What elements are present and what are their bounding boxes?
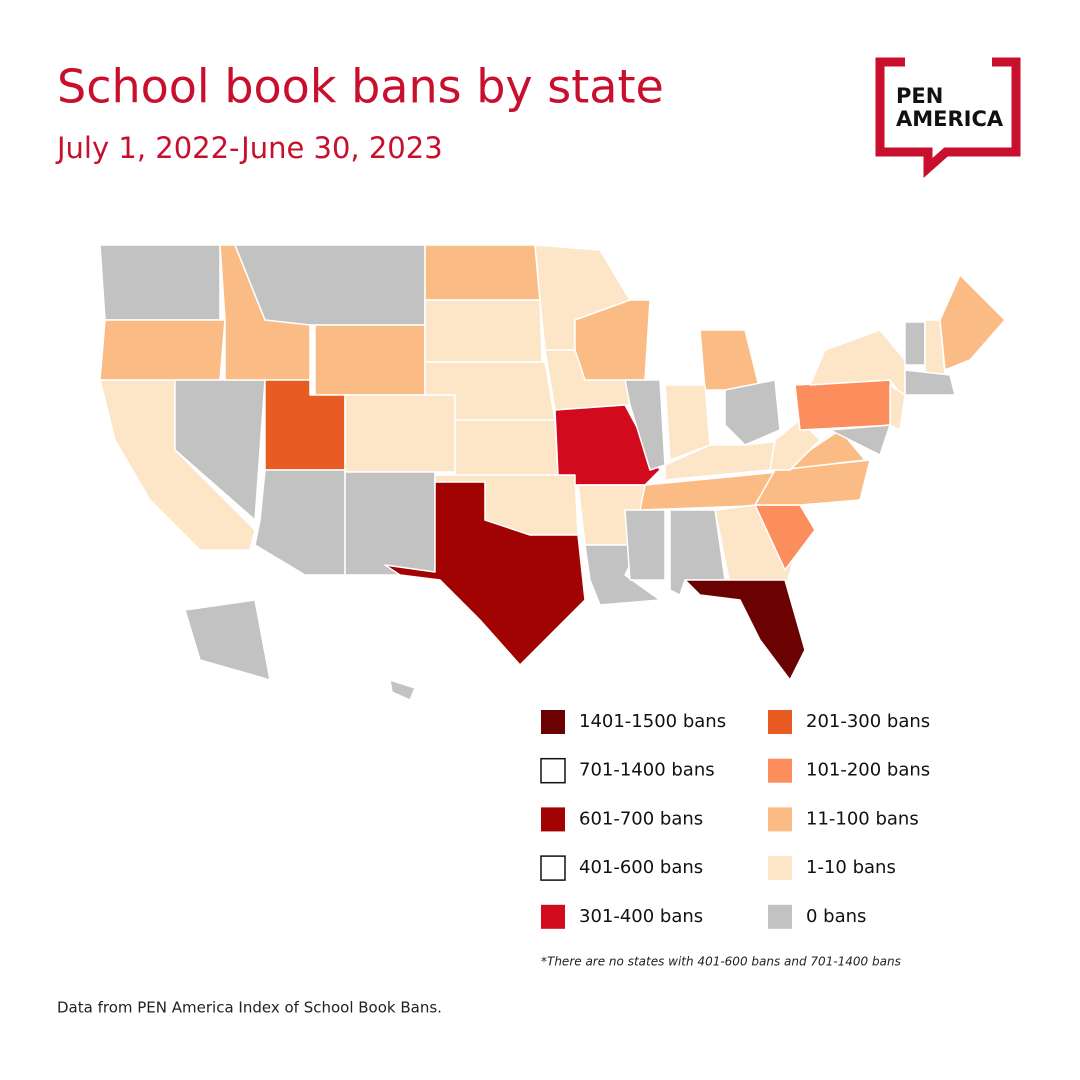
state [624,379,666,471]
source: Data from PEN America Index of School Bo… [57,999,442,1017]
state [184,599,271,681]
state [344,471,436,576]
state [724,379,781,446]
legend-swatch [768,710,792,734]
legend-swatch [540,855,566,881]
legend-swatch [768,856,792,881]
logo-text: PEN [896,84,943,108]
logo-frame [875,57,1021,179]
state [424,244,541,301]
subtitle: July 1, 2022-June 30, 2023 [55,131,443,165]
state [714,504,796,591]
state [344,394,456,473]
state [699,329,761,391]
legend-label: 201-300 bans [806,711,930,732]
state [889,384,906,431]
legend-label: 701-1400 bans [579,760,715,781]
legend: 1401-1500 bans 701-1400 bans 601-700 bans 4… [540,710,930,929]
legend-label: 1401-1500 bans [579,711,726,732]
state [624,509,666,581]
state [794,379,896,431]
state [99,244,221,321]
legend-label: 301-400 bans [579,906,703,927]
legend-label: 601-700 bans [579,808,703,829]
legend-label: 11-100 bans [806,808,919,829]
legend-swatch [768,758,792,783]
map [99,244,1006,701]
legend-label: 101-200 bans [806,760,930,781]
footnote: *There are no states with 401-600 bans a… [541,955,901,969]
legend-swatch [541,807,565,832]
state [254,469,346,576]
legend-swatch [768,904,792,929]
state [314,324,426,396]
legend-swatch [540,757,566,784]
logo: PEN AMERICA [875,57,1021,179]
state [234,244,426,326]
state [684,579,806,681]
legend-label: 1-10 bans [806,857,896,878]
state [424,299,543,363]
legend-swatch [768,807,792,832]
logo-text: AMERICA [896,107,1004,131]
state [389,679,416,701]
state [904,369,956,396]
state [99,319,226,381]
legend-label: 0 bans [806,906,866,927]
title: School book bans by state [57,60,664,114]
legend-swatch [541,904,565,929]
state [769,419,821,471]
state [384,481,586,666]
state [939,274,1006,371]
legend-swatch [541,710,565,734]
state [829,424,891,456]
legend-label: 401-600 bans [579,857,703,878]
state [904,321,926,366]
state [454,419,559,476]
